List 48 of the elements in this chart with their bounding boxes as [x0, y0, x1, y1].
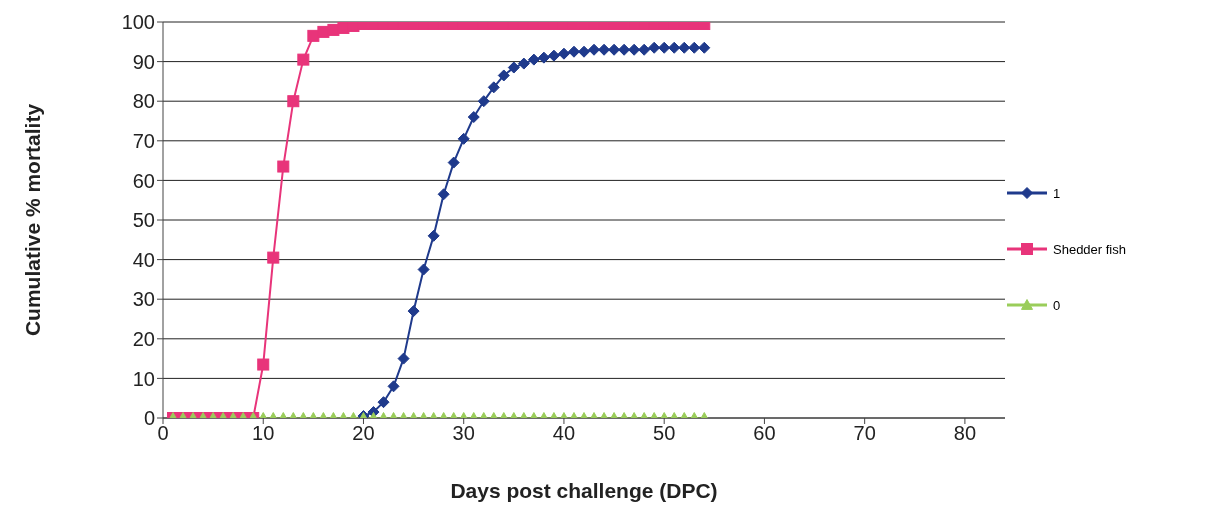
y-tick-label: 20: [132, 327, 155, 350]
y-tick-label: 60: [132, 169, 155, 192]
x-tick-label: 70: [853, 422, 876, 445]
y-tick-label: 100: [121, 11, 155, 34]
x-tick-label: 30: [452, 422, 475, 445]
point: [267, 251, 280, 264]
point: [487, 81, 500, 94]
point: [477, 95, 490, 108]
legend-label: 0: [1053, 297, 1061, 313]
point: [567, 45, 580, 58]
y-axis-title: Cumulative % mortality: [21, 103, 45, 337]
y-tick-label: 70: [132, 129, 155, 152]
point: [297, 53, 310, 66]
point: [557, 47, 570, 60]
point: [417, 263, 430, 276]
point: [497, 69, 510, 82]
point: [507, 61, 520, 74]
x-tick-label: 80: [953, 422, 977, 445]
x-tick-label: 10: [252, 422, 275, 445]
x-tick-label: 0: [157, 422, 169, 445]
point: [277, 160, 290, 173]
point: [427, 229, 440, 242]
point: [457, 132, 470, 145]
point: [578, 45, 590, 58]
y-tick-label: 50: [132, 209, 155, 232]
x-tick-label: 20: [352, 422, 375, 445]
point: [287, 95, 300, 108]
x-tick-label: 40: [552, 422, 576, 445]
point: [547, 49, 560, 62]
x-axis-title: Days post challenge (DPC): [450, 479, 718, 502]
legend-label: Shedder fish: [1053, 241, 1126, 257]
y-tick-label: 0: [143, 407, 155, 430]
y-tick-label: 10: [132, 367, 155, 390]
y-tick-label: 90: [132, 50, 155, 73]
point: [537, 51, 550, 64]
x-tick-label: 50: [653, 422, 676, 445]
point: [638, 43, 651, 56]
point: [447, 156, 460, 169]
point: [698, 41, 711, 54]
point: [527, 53, 540, 66]
point: [467, 111, 480, 124]
point: [517, 57, 530, 70]
x-tick-label: 60: [753, 422, 776, 445]
legend-label: 1: [1053, 185, 1061, 201]
y-tick-label: 30: [132, 288, 155, 311]
y-tick-label: 80: [132, 90, 155, 113]
y-tick-label: 40: [132, 248, 155, 271]
point: [437, 188, 450, 201]
